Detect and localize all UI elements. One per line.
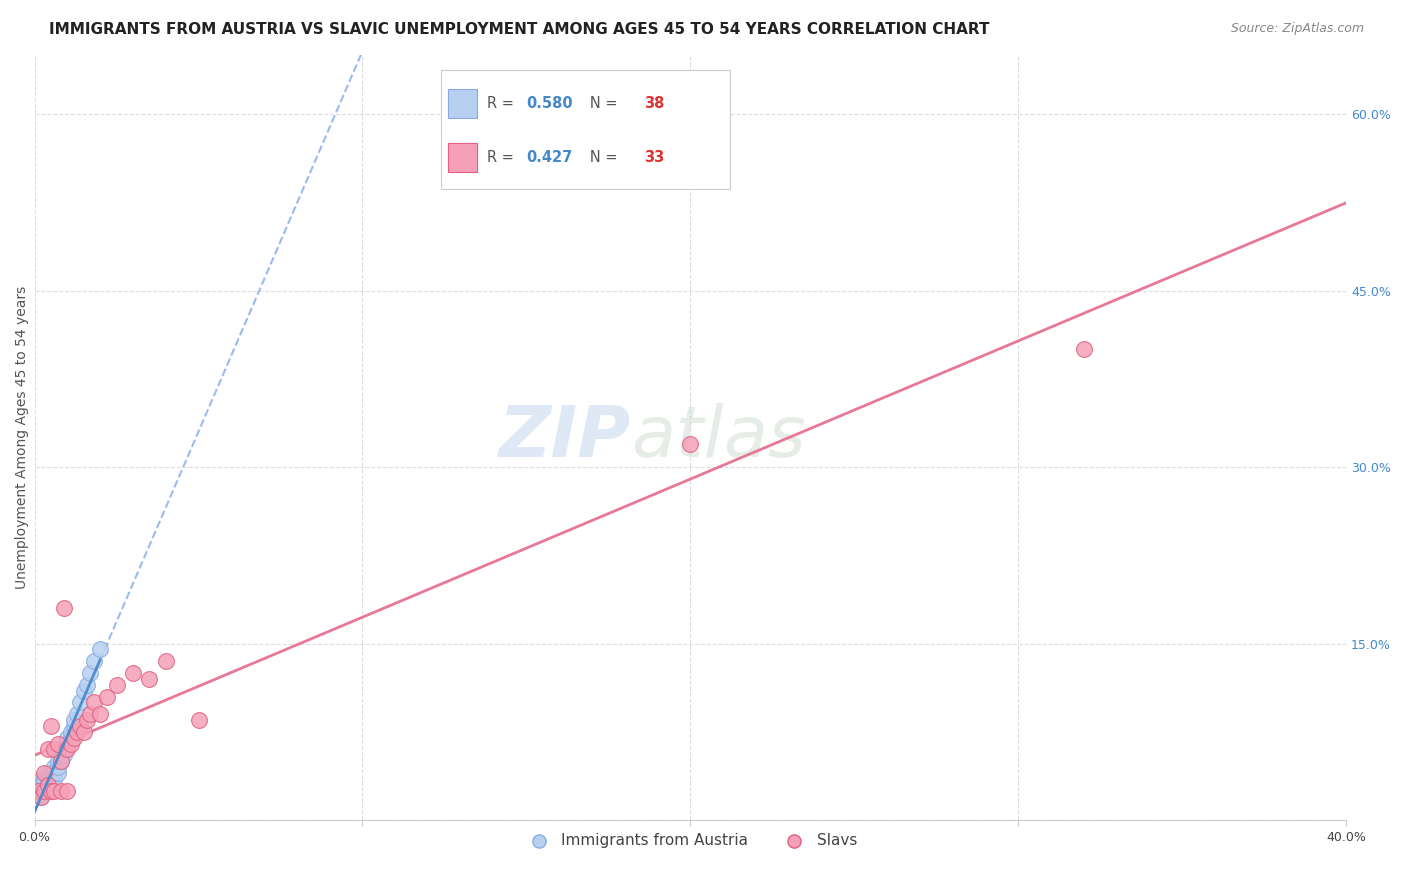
Point <box>44 772 66 786</box>
Point <box>56 731 79 745</box>
Point <box>49 748 72 763</box>
Point <box>46 760 69 774</box>
Point <box>89 707 111 722</box>
Point <box>27 783 49 797</box>
Text: R =: R = <box>486 150 519 165</box>
Point <box>37 778 59 792</box>
Text: IMMIGRANTS FROM AUSTRIA VS SLAVIC UNEMPLOYMENT AMONG AGES 45 TO 54 YEARS CORRELA: IMMIGRANTS FROM AUSTRIA VS SLAVIC UNEMPL… <box>49 22 990 37</box>
Text: R =: R = <box>486 96 519 112</box>
Point <box>39 766 62 780</box>
Text: Source: ZipAtlas.com: Source: ZipAtlas.com <box>1230 22 1364 36</box>
Point <box>73 724 96 739</box>
Point <box>79 707 101 722</box>
Point <box>76 713 98 727</box>
Point <box>89 642 111 657</box>
Text: N =: N = <box>576 150 623 165</box>
Point <box>34 783 56 797</box>
Point <box>30 772 52 786</box>
Point <box>53 742 76 756</box>
Point <box>30 789 52 804</box>
Text: N =: N = <box>576 96 623 112</box>
Point <box>44 760 66 774</box>
Point <box>59 737 82 751</box>
Point <box>63 719 86 733</box>
Point <box>34 766 56 780</box>
Point <box>37 766 59 780</box>
Point <box>46 754 69 768</box>
Point <box>56 783 79 797</box>
Point <box>37 778 59 792</box>
Point <box>37 783 59 797</box>
Point <box>73 683 96 698</box>
Point <box>39 772 62 786</box>
Text: 38: 38 <box>644 96 665 112</box>
Point <box>27 783 49 797</box>
Point <box>44 766 66 780</box>
Point <box>105 678 128 692</box>
Text: ZIP: ZIP <box>499 403 631 472</box>
Point <box>187 713 209 727</box>
Point <box>66 724 89 739</box>
Y-axis label: Unemployment Among Ages 45 to 54 years: Unemployment Among Ages 45 to 54 years <box>15 286 30 590</box>
Point <box>44 742 66 756</box>
Point <box>39 778 62 792</box>
Point <box>155 654 177 668</box>
Point <box>69 695 91 709</box>
Point <box>34 772 56 786</box>
Point <box>59 724 82 739</box>
Point <box>1073 343 1095 357</box>
Point <box>66 707 89 722</box>
Point <box>37 772 59 786</box>
Text: 0.427: 0.427 <box>526 150 572 165</box>
Point <box>69 719 91 733</box>
Point <box>59 731 82 745</box>
Point <box>44 783 66 797</box>
FancyBboxPatch shape <box>447 89 477 119</box>
Point <box>63 731 86 745</box>
Point <box>63 713 86 727</box>
Point <box>37 742 59 756</box>
Point <box>46 737 69 751</box>
Text: atlas: atlas <box>631 403 806 472</box>
Point <box>34 778 56 792</box>
Point <box>53 748 76 763</box>
Point <box>122 665 145 680</box>
Point <box>27 778 49 792</box>
Point <box>138 672 160 686</box>
Point <box>56 742 79 756</box>
Point <box>76 678 98 692</box>
Text: 0.580: 0.580 <box>526 96 574 112</box>
Point <box>30 778 52 792</box>
Point <box>53 601 76 615</box>
Point <box>679 436 702 450</box>
FancyBboxPatch shape <box>441 70 730 189</box>
Point <box>49 783 72 797</box>
Point <box>34 783 56 797</box>
Point <box>79 665 101 680</box>
Text: 33: 33 <box>644 150 665 165</box>
Point <box>83 654 105 668</box>
Point <box>56 737 79 751</box>
Legend: Immigrants from Austria, Slavs: Immigrants from Austria, Slavs <box>517 827 863 855</box>
Point <box>39 783 62 797</box>
Point <box>49 754 72 768</box>
Point <box>30 789 52 804</box>
Point <box>46 766 69 780</box>
Point <box>49 754 72 768</box>
Point <box>83 695 105 709</box>
Point <box>96 690 118 704</box>
FancyBboxPatch shape <box>447 143 477 172</box>
Point <box>39 719 62 733</box>
